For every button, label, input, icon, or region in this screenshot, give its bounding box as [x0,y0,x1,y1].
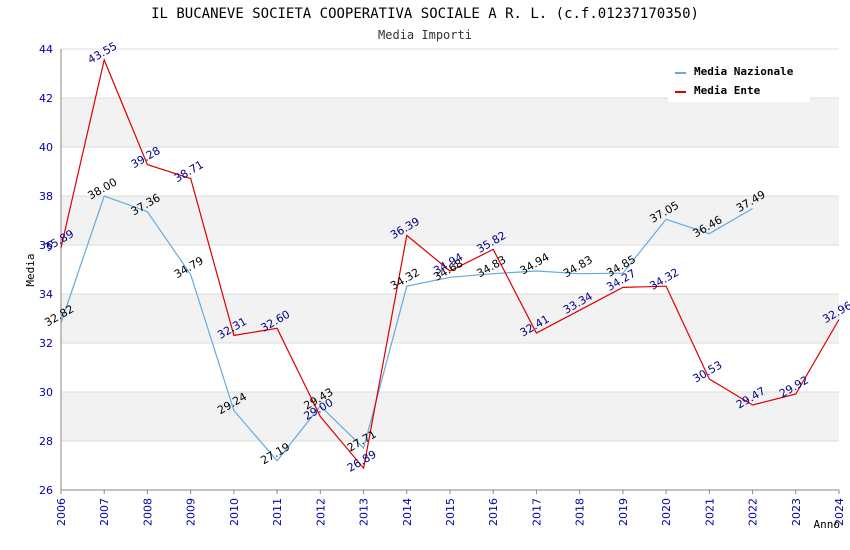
x-tick-label: 2013 [358,498,371,526]
x-tick-label: 2006 [55,498,68,526]
y-tick-label: 40 [39,141,53,154]
series-line-media-ente [60,58,840,470]
x-tick-label: 2014 [401,498,414,526]
plot-band [61,392,839,441]
chart-subtitle: Media Importi [378,28,472,42]
x-tick-label: 2016 [487,498,500,526]
plot-band [61,294,839,343]
x-tick-label: 2011 [271,498,284,526]
x-tick-labels: 2006 2007 2008 2009 2010 2011 2012 2013 2014 2015… [55,490,846,526]
y-tick-label: 36 [39,239,53,252]
x-tick-label: 2018 [574,498,587,526]
x-tick-label: 2021 [703,498,716,526]
legend-label-media-ente: Media Ente [694,84,761,97]
y-tick-label: 42 [39,92,53,105]
plot-band [61,147,839,196]
x-tick-label: 2010 [228,498,241,526]
x-tick-label: 2019 [617,498,630,526]
legend-box [668,58,810,102]
plot-band [61,245,839,294]
x-tick-label: 2024 [833,498,846,526]
plot-band [61,98,839,147]
legend-label-media-nazionale: Media Nazionale [694,65,794,78]
x-tick-label: 2023 [790,498,803,526]
plot-band [61,441,839,490]
series-line-media-nazionale [60,195,753,462]
y-tick-labels: 26 28 30 32 34 36 38 40 42 44 [39,43,53,497]
chart-title: IL BUCANEVE SOCIETA COOPERATIVA SOCIALE … [151,6,699,22]
x-tick-label: 2008 [141,498,154,526]
plot-band [61,343,839,392]
y-tick-label: 38 [39,190,53,203]
x-tick-label: 2007 [98,498,111,526]
x-tick-label: 2015 [444,498,457,526]
plot-bands [61,49,839,490]
y-tick-label: 44 [39,43,53,56]
x-tick-label: 2012 [314,498,327,526]
y-tick-label: 28 [39,435,53,448]
y-tick-label: 30 [39,386,53,399]
x-tick-label: 2022 [747,498,760,526]
y-tick-label: 26 [39,484,53,497]
x-tick-label: 2017 [530,498,543,526]
series-lines [60,58,840,470]
y-tick-label: 34 [39,288,53,301]
x-tick-label: 2020 [660,498,673,526]
plot-band [61,196,839,245]
y-tick-label: 32 [39,337,53,350]
grid-lines [61,48,839,491]
y-axis-title: Media [24,253,37,286]
x-tick-label: 2009 [185,498,198,526]
x-axis-title: Anno [814,518,841,531]
legend: Media Nazionale Media Ente [668,58,810,102]
